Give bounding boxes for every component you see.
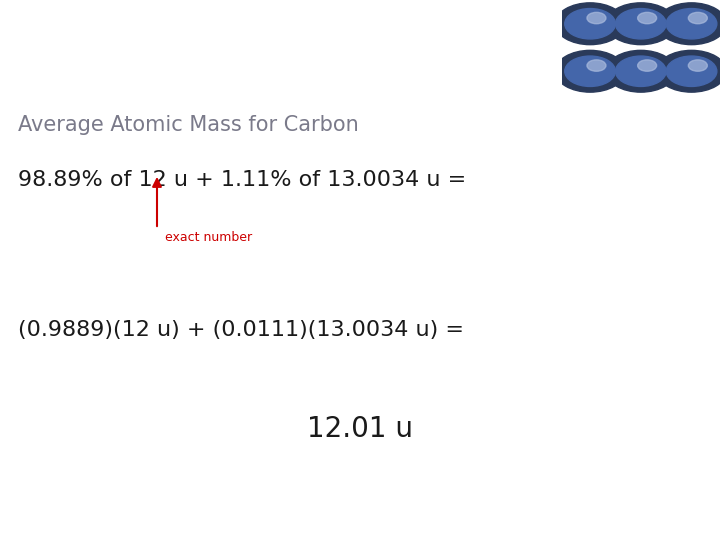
Circle shape — [606, 50, 675, 92]
Circle shape — [638, 60, 657, 71]
Circle shape — [666, 9, 717, 39]
Text: Atomic Masses: Atomic Masses — [14, 55, 148, 73]
Text: Section 3.2: Section 3.2 — [14, 19, 128, 37]
Circle shape — [564, 56, 616, 86]
Circle shape — [587, 60, 606, 71]
Text: Average Atomic Mass for Carbon: Average Atomic Mass for Carbon — [18, 115, 359, 135]
Circle shape — [555, 3, 625, 45]
Circle shape — [564, 9, 616, 39]
Circle shape — [657, 50, 720, 92]
Circle shape — [688, 60, 707, 71]
Text: 12.01 u: 12.01 u — [307, 415, 413, 443]
Circle shape — [555, 50, 625, 92]
Circle shape — [616, 9, 666, 39]
Circle shape — [688, 12, 707, 24]
Circle shape — [666, 56, 717, 86]
Circle shape — [657, 3, 720, 45]
Circle shape — [638, 12, 657, 24]
Circle shape — [616, 56, 666, 86]
Circle shape — [587, 12, 606, 24]
Circle shape — [606, 3, 675, 45]
Text: (0.9889)(12 u) + (0.0111)(13.0034 u) =: (0.9889)(12 u) + (0.0111)(13.0034 u) = — [18, 320, 464, 340]
Text: exact number: exact number — [165, 231, 252, 244]
Text: 98.89% of 12 u + 1.11% of 13.0034 u =: 98.89% of 12 u + 1.11% of 13.0034 u = — [18, 170, 467, 190]
